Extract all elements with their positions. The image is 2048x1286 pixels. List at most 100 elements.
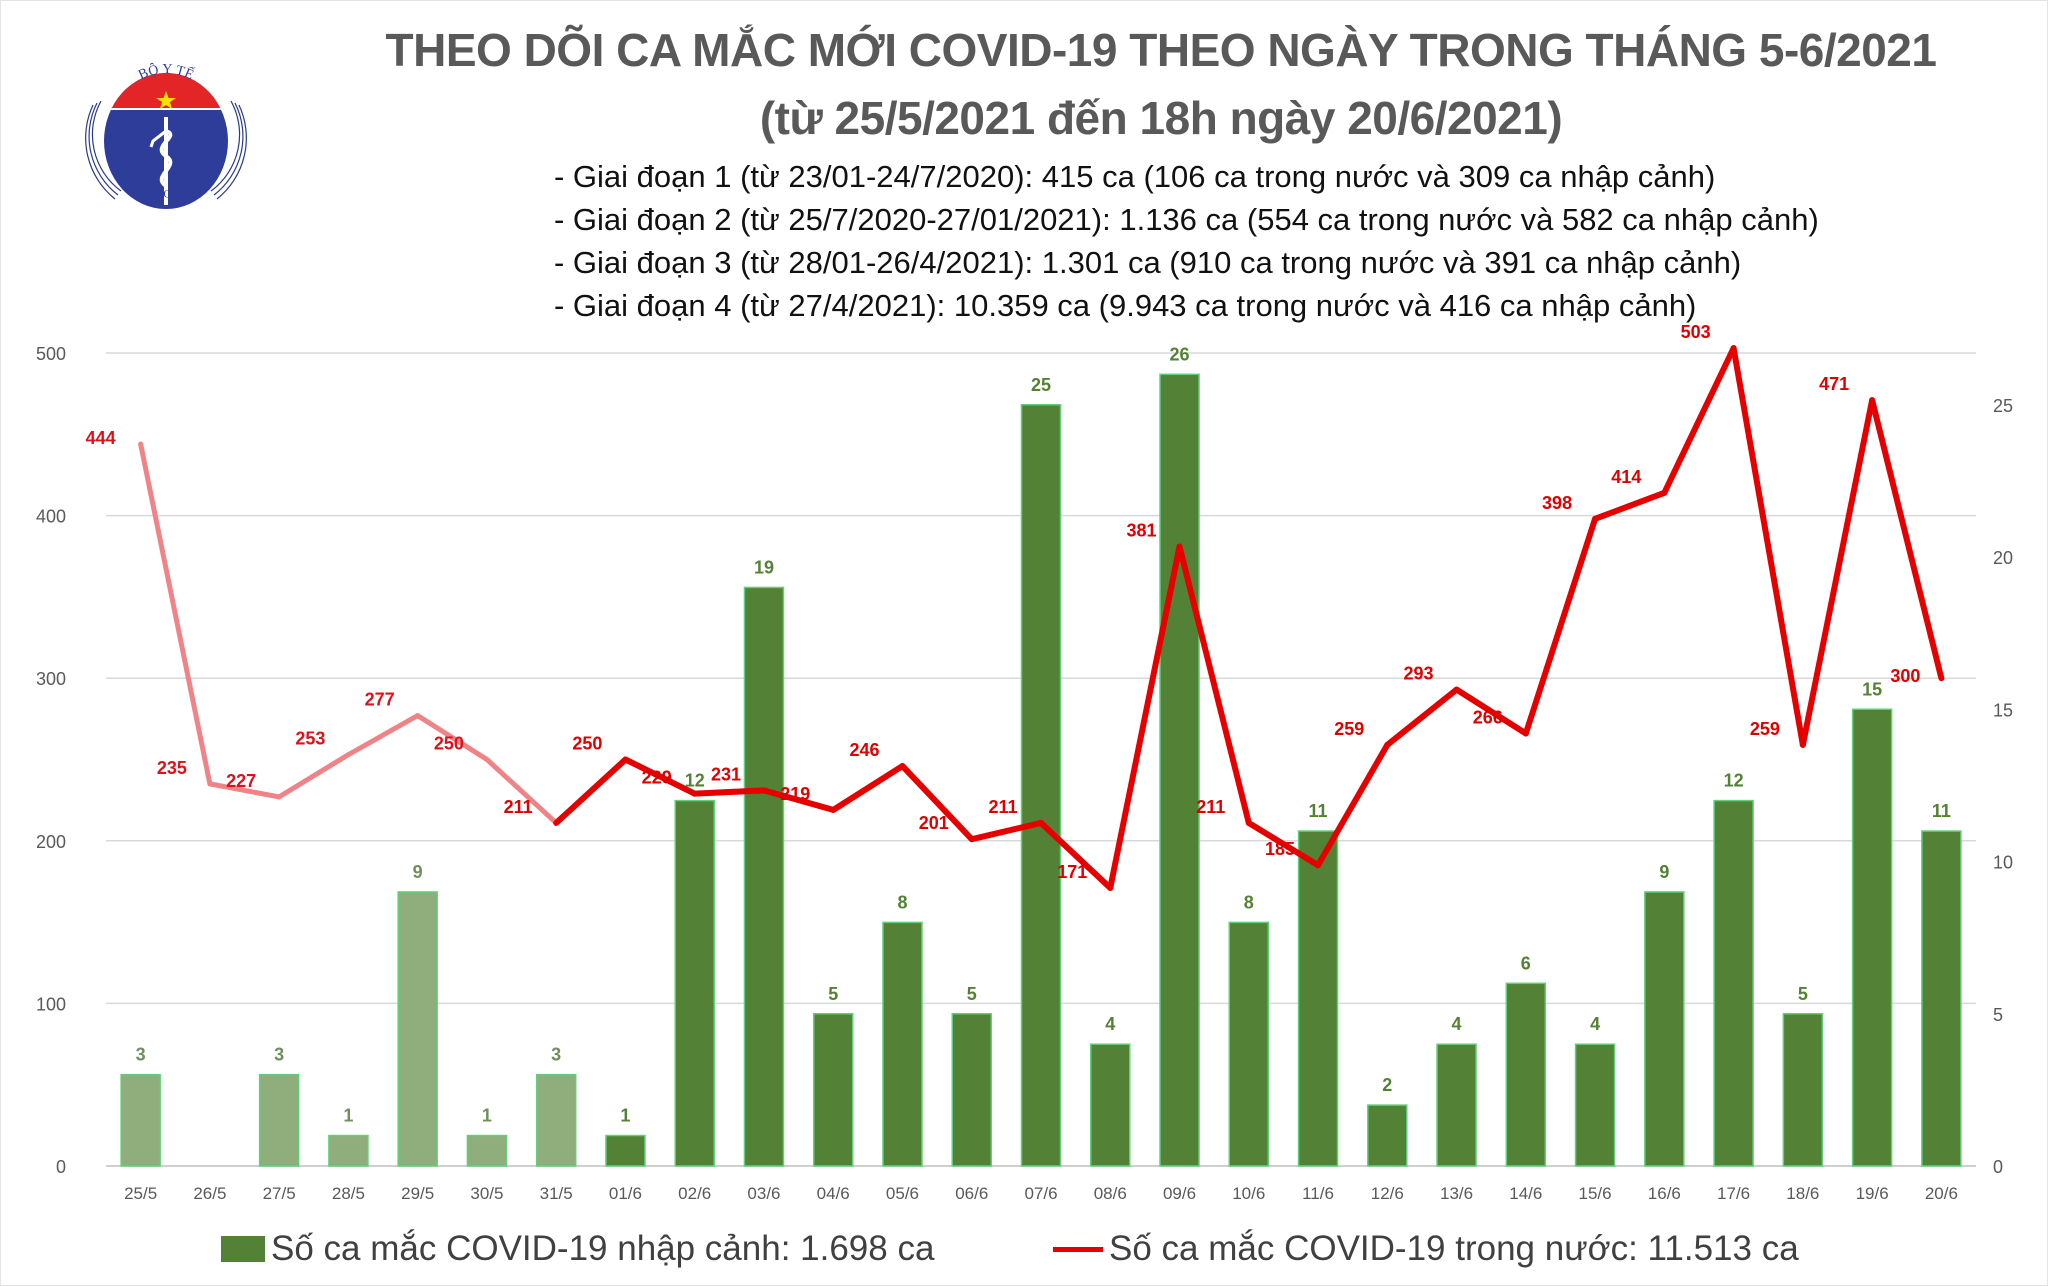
x-axis-tick-label: 06/6 (955, 1184, 988, 1203)
stage-1-summary: - Giai đoạn 1 (từ 23/01-24/7/2020): 415 … (554, 159, 1716, 194)
x-axis-tick-label: 26/5 (193, 1184, 226, 1203)
bar-data-label: 5 (967, 984, 977, 1004)
bar-data-label: 3 (136, 1045, 146, 1065)
line-data-label: 211 (504, 797, 533, 817)
bar (397, 891, 438, 1167)
bar-data-label: 4 (1590, 1014, 1600, 1034)
right-axis-tick-label: 25 (1993, 396, 2013, 416)
line-segment (1038, 819, 1114, 891)
line-segment (1107, 543, 1183, 891)
chart-subtitle: (từ 25/5/2021 đến 18h ngày 20/6/2021) (759, 92, 1563, 144)
line-data-label: 259 (1750, 719, 1780, 739)
line-segment (1176, 543, 1252, 826)
line-segment (1315, 741, 1391, 869)
bar-data-label: 25 (1031, 375, 1051, 395)
x-axis-tick-label: 27/5 (263, 1184, 296, 1203)
line-data-label: 444 (86, 428, 116, 448)
x-axis-tick-label: 29/5 (401, 1184, 434, 1203)
bar (1159, 373, 1200, 1167)
bar (951, 1013, 992, 1167)
bar-data-label: 4 (1105, 1014, 1115, 1034)
line-segment (553, 756, 629, 826)
line-segment (345, 713, 421, 758)
line-data-label: 246 (849, 740, 879, 760)
x-axis-tick-label: 03/6 (747, 1184, 780, 1203)
bar (1921, 830, 1962, 1167)
bar (1851, 708, 1893, 1167)
svg-text:BỘ Y TẾ: BỘ Y TẾ (136, 61, 196, 83)
line-segment (622, 756, 698, 797)
line-data-label: 185 (1265, 839, 1295, 859)
line-segment (1245, 819, 1322, 869)
bar (466, 1134, 508, 1167)
x-axis-tick-label: 15/6 (1579, 1184, 1612, 1203)
line-data-label: 235 (157, 758, 187, 778)
x-axis-tick-label: 25/5 (124, 1184, 157, 1203)
line-segment (968, 819, 1044, 843)
line-data-label: 231 (711, 764, 741, 784)
bar (605, 1134, 646, 1167)
x-axis-tick-label: 05/6 (886, 1184, 919, 1203)
line-segment (1522, 515, 1599, 737)
legend-swatch-line (1053, 1246, 1103, 1252)
line-segment (1592, 489, 1668, 522)
line-segment (1869, 397, 1945, 682)
left-axis-tick-label: 400 (36, 507, 66, 527)
x-axis-tick-label: 19/6 (1856, 1184, 1889, 1203)
line-segment (207, 781, 282, 800)
line-data-label: 211 (988, 797, 1017, 817)
line-segment (899, 763, 975, 843)
bar-data-label: 4 (1452, 1014, 1462, 1034)
bar-data-label: 11 (1932, 801, 1951, 821)
bar (1782, 1013, 1824, 1167)
line-segment (830, 763, 906, 813)
bar (812, 1013, 854, 1167)
bar-data-label: 26 (1170, 344, 1190, 364)
stage-2-summary: - Giai đoạn 2 (từ 25/7/2020-27/01/2021):… (554, 202, 1819, 237)
ministry-of-health-logo: BỘ Y TẾ MINISTRY OF HEALTH (85, 61, 247, 209)
right-axis-tick-label: 20 (1993, 548, 2013, 568)
line-segment (484, 757, 559, 826)
left-axis-tick-label: 200 (36, 832, 66, 852)
bar-data-label: 5 (1798, 984, 1808, 1004)
bar-data-label: 8 (897, 892, 907, 912)
line-data-label: 201 (919, 813, 949, 833)
x-axis-tick-label: 01/6 (609, 1184, 642, 1203)
bar-data-label: 1 (482, 1106, 492, 1126)
x-axis-tick-label: 08/6 (1094, 1184, 1127, 1203)
legend-label-domestic: Số ca mắc COVID-19 trong nước: 11.513 ca (1109, 1229, 1799, 1268)
bar (1436, 1043, 1477, 1167)
x-axis-tick-label: 07/6 (1024, 1184, 1057, 1203)
bar-data-label: 9 (1659, 862, 1669, 882)
line-data-label: 259 (1334, 719, 1364, 739)
chart-title: THEO DÕI CA MẮC MỚI COVID-19 THEO NGÀY T… (385, 24, 1937, 76)
line-segment (276, 752, 351, 800)
line-data-label: 227 (226, 771, 256, 791)
bar-data-label: 3 (551, 1045, 561, 1065)
left-axis-tick-label: 300 (36, 669, 66, 689)
left-axis-tick-label: 0 (56, 1157, 66, 1177)
line-data-label: 253 (295, 729, 325, 749)
legend-swatch-bar (221, 1236, 265, 1262)
line-segment (1730, 345, 1806, 748)
bar (1644, 891, 1685, 1167)
stage-4-summary: - Giai đoạn 4 (từ 27/4/2021): 10.359 ca … (554, 288, 1697, 323)
line-data-label: 300 (1890, 666, 1920, 686)
bar (120, 1073, 161, 1167)
bar (674, 799, 715, 1167)
bar (535, 1073, 577, 1167)
bar-data-label: 11 (1309, 801, 1328, 821)
bar (1713, 799, 1754, 1167)
x-axis-tick-label: 30/5 (470, 1184, 503, 1203)
right-axis-tick-label: 10 (1993, 853, 2013, 873)
line-data-label: 398 (1542, 493, 1572, 513)
x-axis-tick-label: 11/6 (1302, 1184, 1334, 1203)
bar (743, 586, 785, 1167)
bar-data-label: 9 (413, 862, 423, 882)
line-data-label: 171 (1057, 862, 1087, 882)
bar-data-label: 19 (754, 557, 774, 577)
line-segment (1661, 345, 1737, 496)
bar-data-label: 1 (620, 1106, 630, 1126)
